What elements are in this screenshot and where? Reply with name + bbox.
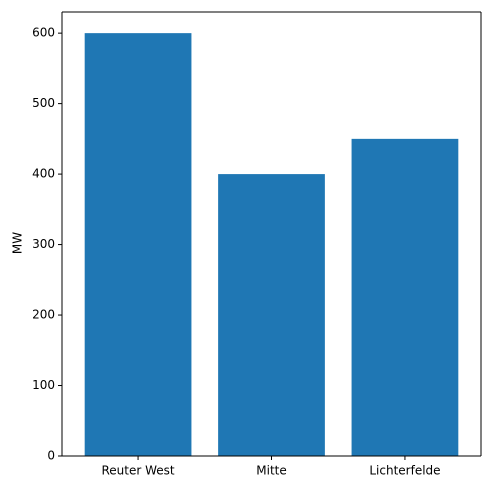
y-tick-label: 400 bbox=[32, 167, 55, 181]
x-tick-label: Mitte bbox=[256, 464, 286, 478]
y-tick-label: 500 bbox=[32, 96, 55, 110]
y-tick-label: 100 bbox=[32, 378, 55, 392]
y-tick-label: 200 bbox=[32, 308, 55, 322]
y-tick-label: 0 bbox=[47, 449, 55, 463]
y-tick-label: 600 bbox=[32, 26, 55, 40]
bar bbox=[218, 174, 325, 456]
x-tick-label: Reuter West bbox=[101, 464, 174, 478]
bar bbox=[84, 33, 192, 457]
x-tick-label: Lichterfelde bbox=[369, 464, 440, 478]
y-axis-label: MW bbox=[11, 232, 25, 254]
bar bbox=[351, 138, 459, 456]
y-tick-label: 300 bbox=[32, 237, 55, 251]
